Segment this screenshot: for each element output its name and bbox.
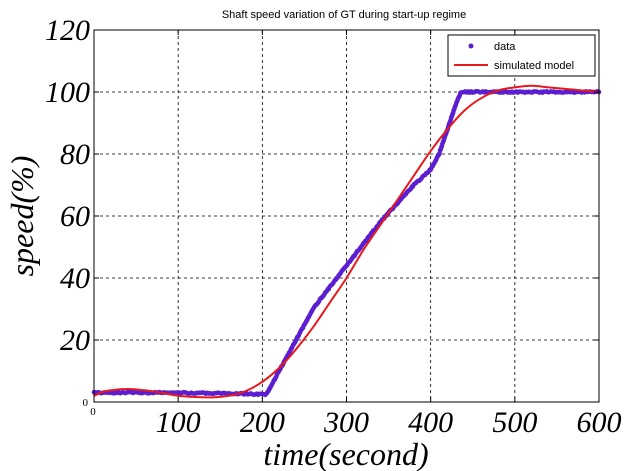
y-axis-label: speed(%) xyxy=(4,156,40,277)
legend: data simulated model xyxy=(448,35,595,76)
x-tick-label: 300 xyxy=(323,406,369,439)
y-tick-label: 100 xyxy=(45,76,90,109)
y-tick-label: 120 xyxy=(45,14,90,47)
y-tick-label: 0 xyxy=(83,397,89,409)
x-tick-label: 0 xyxy=(90,406,96,418)
x-axis-label: time(second) xyxy=(263,436,428,471)
y-tick-label: 60 xyxy=(60,200,90,233)
x-tick-label: 600 xyxy=(577,406,622,439)
x-tick-label: 100 xyxy=(156,406,201,439)
y-tick-label: 20 xyxy=(60,324,90,357)
x-tick-label: 200 xyxy=(240,406,285,439)
chart-title: Shaft speed variation of GT during start… xyxy=(222,9,466,21)
legend-marker-data xyxy=(469,44,474,49)
legend-label-simulated-model: simulated model xyxy=(494,60,574,72)
legend-label-data: data xyxy=(494,41,516,53)
x-tick-label: 400 xyxy=(408,406,453,439)
y-tick-label: 80 xyxy=(60,138,90,171)
y-tick-label: 40 xyxy=(60,262,90,295)
x-tick-label: 500 xyxy=(492,406,537,439)
